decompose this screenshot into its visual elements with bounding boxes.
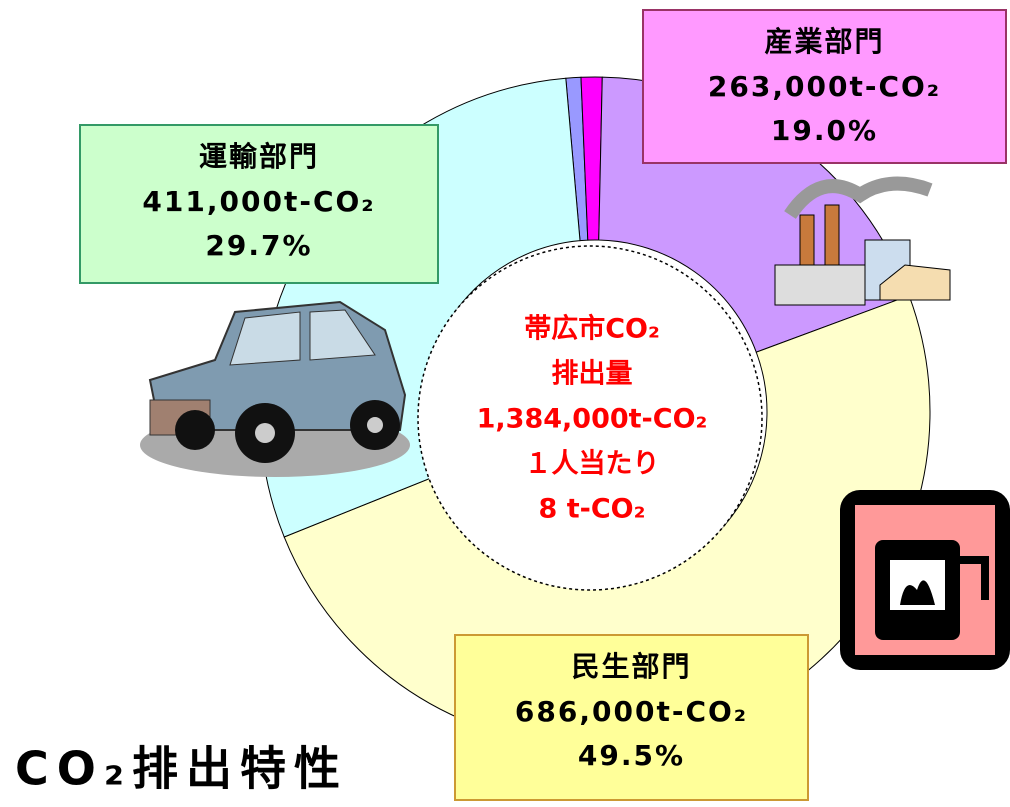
category-label: 民生部門 <box>571 650 691 683</box>
value-label: 411,000t-CO₂ <box>142 185 375 218</box>
center-label: 排出量 <box>552 359 633 390</box>
car-icon <box>140 302 410 477</box>
center-label: 8 t-CO₂ <box>539 494 646 525</box>
chart: 帯広市CO₂ 排出量 1,384,000t-CO₂ １人当たり 8 t-CO₂ 産業部門… <box>0 0 1010 807</box>
category-label: 産業部門 <box>764 25 884 58</box>
value-label: 686,000t-CO₂ <box>515 695 748 728</box>
center-label: １人当たり <box>525 449 660 480</box>
chart-title: CO₂排出特性 <box>15 742 348 796</box>
center-label: 帯広市CO₂ <box>524 313 660 345</box>
stove-icon <box>840 490 1010 670</box>
value-label: 263,000t-CO₂ <box>708 70 941 103</box>
percent-label: 19.0% <box>771 114 878 147</box>
category-label: 運輸部門 <box>199 140 319 173</box>
center-label: 1,384,000t-CO₂ <box>477 404 708 435</box>
percent-label: 29.7% <box>205 229 312 262</box>
percent-label: 49.5% <box>578 739 685 772</box>
